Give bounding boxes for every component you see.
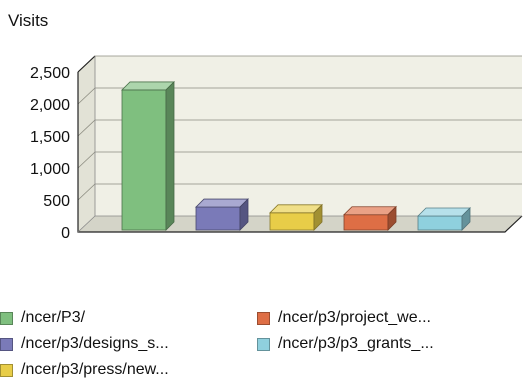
- bar: [121, 89, 167, 231]
- y-tick-label: 500: [43, 193, 70, 210]
- legend-item: /ncer/P3/: [0, 306, 85, 330]
- bar: [343, 214, 389, 231]
- legend-item: /ncer/p3/designs_s...: [0, 332, 169, 356]
- legend-label: /ncer/p3/press/new...: [21, 361, 169, 378]
- back-wall: [95, 56, 522, 216]
- bar-side: [461, 207, 471, 231]
- bar: [269, 212, 315, 231]
- axis-line: [77, 55, 96, 73]
- bar-top: [121, 81, 175, 91]
- bar-side: [387, 205, 397, 231]
- legend-item: /ncer/p3/p3_grants_...: [257, 332, 434, 356]
- bar-top: [343, 206, 397, 216]
- axis-line: [77, 72, 523, 233]
- y-tick-label: 0: [61, 225, 70, 242]
- y-tick-label: 1,500: [30, 129, 70, 146]
- legend-label: /ncer/p3/project_we...: [278, 309, 431, 326]
- legend-swatch: [257, 337, 270, 351]
- legend-swatch: [257, 311, 270, 325]
- legend: /ncer/P3/ /ncer/p3/designs_s... /ncer/p3/p…: [0, 306, 523, 386]
- y-tick-label: 1,000: [30, 161, 70, 178]
- bar-side: [165, 80, 175, 231]
- bar: [417, 215, 463, 231]
- side-wall: [78, 56, 95, 232]
- bar-top: [195, 198, 249, 208]
- plot-area: 0 500 1,000 1,500 2,000 2,500: [30, 55, 523, 242]
- bar: [195, 206, 241, 231]
- legend-swatch: [0, 311, 13, 325]
- legend-label: /ncer/P3/: [21, 309, 86, 326]
- bar-top: [269, 204, 323, 214]
- y-tick-label: 2,500: [30, 65, 70, 82]
- legend-swatch: [0, 337, 13, 351]
- legend-label: /ncer/p3/designs_s...: [21, 335, 169, 352]
- axis-line: [77, 215, 96, 233]
- legend-item: /ncer/p3/press/new...: [0, 358, 169, 382]
- y-axis-title: Visits: [8, 11, 49, 30]
- legend-swatch: [0, 363, 13, 377]
- y-tick-label: 2,000: [30, 97, 70, 114]
- legend-label: /ncer/p3/p3_grants_...: [278, 335, 434, 352]
- bar-top: [417, 207, 471, 217]
- bar-side: [313, 203, 323, 231]
- legend-item: /ncer/p3/project_we...: [257, 306, 431, 330]
- bar-side: [239, 198, 249, 231]
